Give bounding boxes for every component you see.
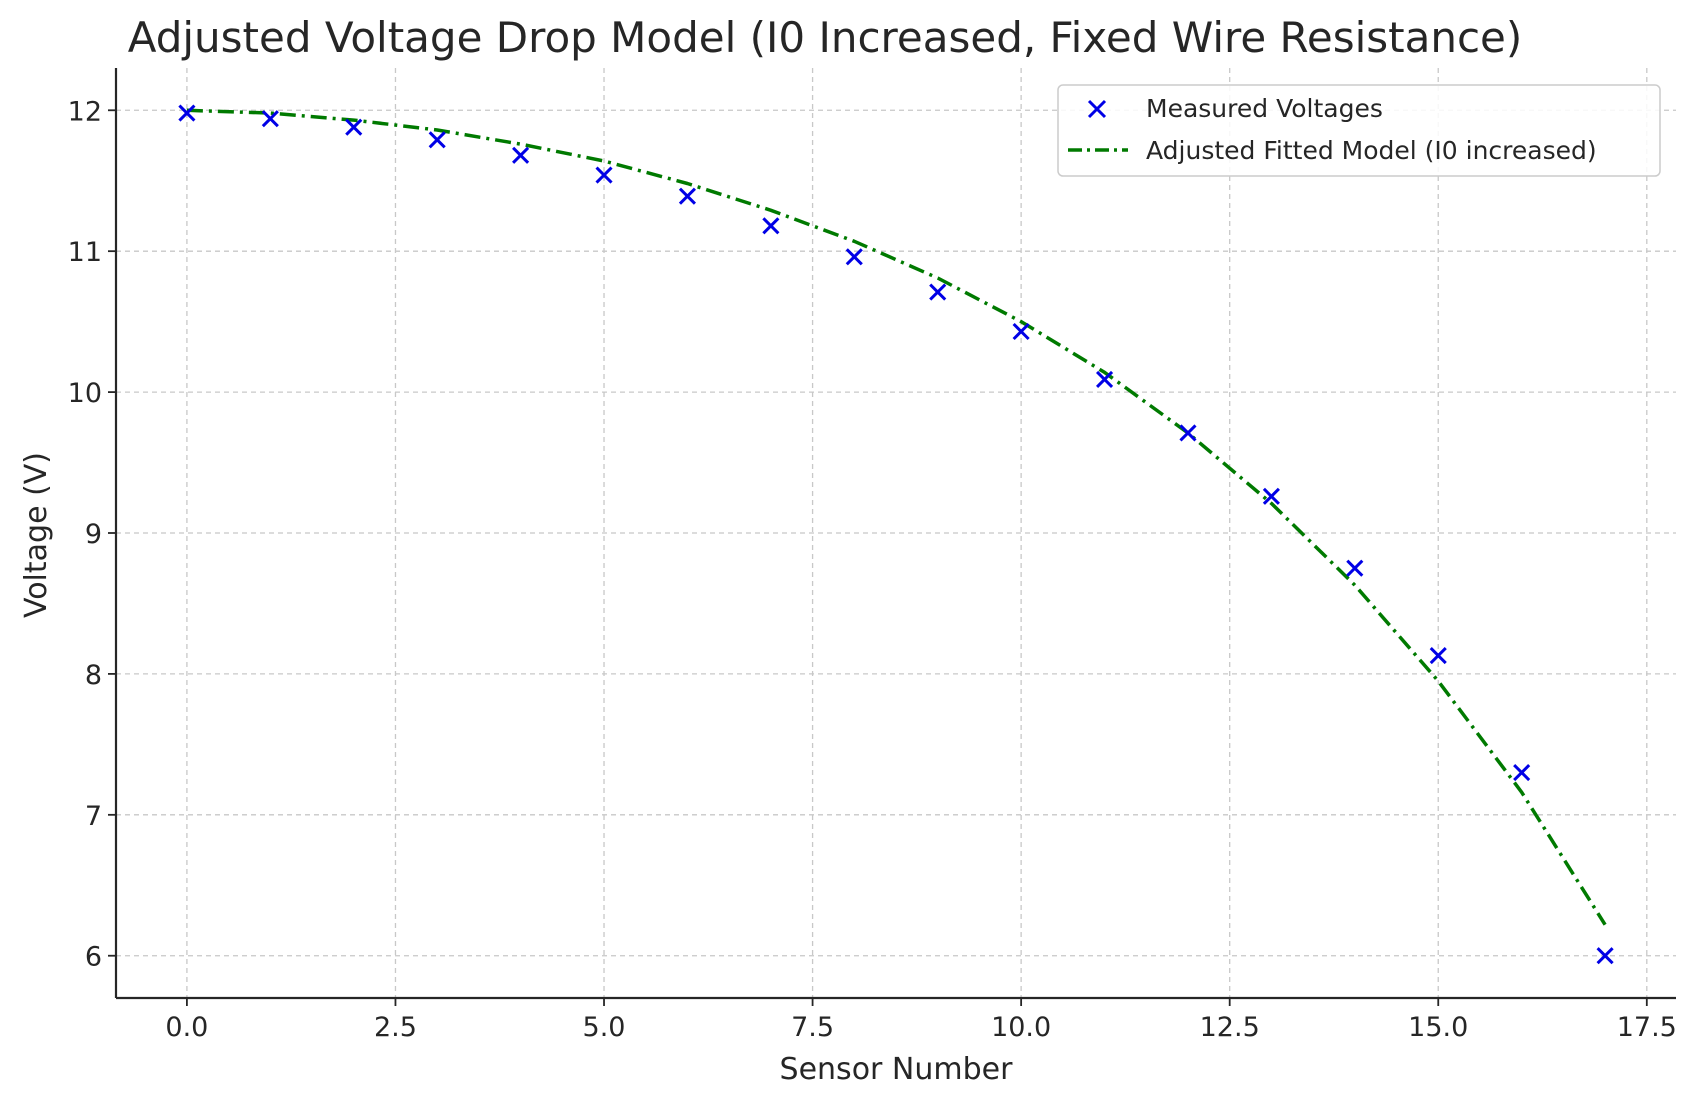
y-axis-label: Voltage (V) [19, 452, 54, 618]
chart-title: Adjusted Voltage Drop Model (I0 Increase… [128, 13, 1523, 62]
legend-entry-measured: Measured Voltages [1146, 94, 1383, 123]
x-axis-label: Sensor Number [780, 1052, 1014, 1087]
data-point-marker [762, 217, 780, 235]
marker-stroke [428, 131, 446, 149]
marker-stroke [595, 166, 613, 184]
y-tick-label: 12 [68, 96, 102, 127]
x-tick-label: 2.5 [374, 1012, 417, 1043]
data-point-marker [428, 131, 446, 149]
marker-stroke [1262, 487, 1280, 505]
x-tick-label: 5.0 [583, 1012, 626, 1043]
y-tick-label: 7 [85, 801, 102, 832]
data-point-marker [1179, 424, 1197, 442]
data-point-marker [178, 104, 196, 122]
legend: Measured Voltages Adjusted Fitted Model … [1057, 84, 1661, 177]
grid [116, 68, 1676, 998]
data-point-marker [678, 187, 697, 205]
data-point-marker [1012, 322, 1030, 341]
model-line [186, 108, 1607, 926]
x-tick-label: 7.5 [791, 1012, 834, 1043]
y-tick-label: 8 [85, 660, 102, 691]
marker-stroke [762, 217, 780, 235]
data-point-marker [929, 283, 947, 301]
y-ticks: 6 7 8 9 10 11 12 [68, 96, 116, 973]
y-tick-label: 6 [85, 942, 102, 973]
data-point-marker [1262, 487, 1280, 505]
marker-stroke [845, 248, 863, 266]
data-point-marker [595, 166, 613, 184]
marker-stroke [261, 110, 279, 128]
markers [178, 104, 1614, 965]
x-tick-label: 0.0 [165, 1012, 208, 1043]
marker-stroke [1429, 647, 1447, 665]
data-point-marker [261, 110, 279, 128]
legend-marker-icon [1087, 99, 1107, 119]
marker-stroke [512, 146, 530, 164]
marker-stroke [1513, 763, 1531, 782]
data-point-marker [845, 248, 863, 266]
data-point-marker [1346, 559, 1364, 577]
x-tick-label: 17.5 [1617, 1012, 1677, 1043]
data-point-marker [1095, 370, 1114, 388]
x-tick-label: 12.5 [1200, 1012, 1260, 1043]
data-point-marker [1596, 947, 1614, 965]
marker-stroke [1346, 559, 1364, 577]
model-line-layer [186, 108, 1607, 926]
x-tick-label: 10.0 [991, 1012, 1051, 1043]
x-tick-label: 15.0 [1408, 1012, 1468, 1043]
marker-stroke [1012, 322, 1030, 341]
marker-stroke [345, 118, 363, 136]
y-tick-label: 9 [85, 519, 102, 550]
marker-stroke [678, 187, 697, 205]
y-tick-label: 10 [68, 378, 102, 409]
data-point-marker [345, 118, 363, 136]
marker-stroke [1179, 424, 1197, 442]
legend-box [1057, 84, 1661, 177]
data-point-marker [512, 146, 530, 164]
data-point-marker [1429, 647, 1447, 665]
x-ticks: 0.0 2.5 5.0 7.5 10.0 12.5 15.0 17.5 [165, 998, 1677, 1043]
legend-entry-model: Adjusted Fitted Model (I0 increased) [1146, 136, 1597, 165]
marker-stroke [929, 283, 947, 301]
marker-stroke [1095, 370, 1114, 388]
marker-stroke [1596, 947, 1614, 965]
marker-stroke [178, 104, 196, 122]
y-tick-label: 11 [68, 237, 102, 268]
data-point-marker [1513, 763, 1531, 782]
